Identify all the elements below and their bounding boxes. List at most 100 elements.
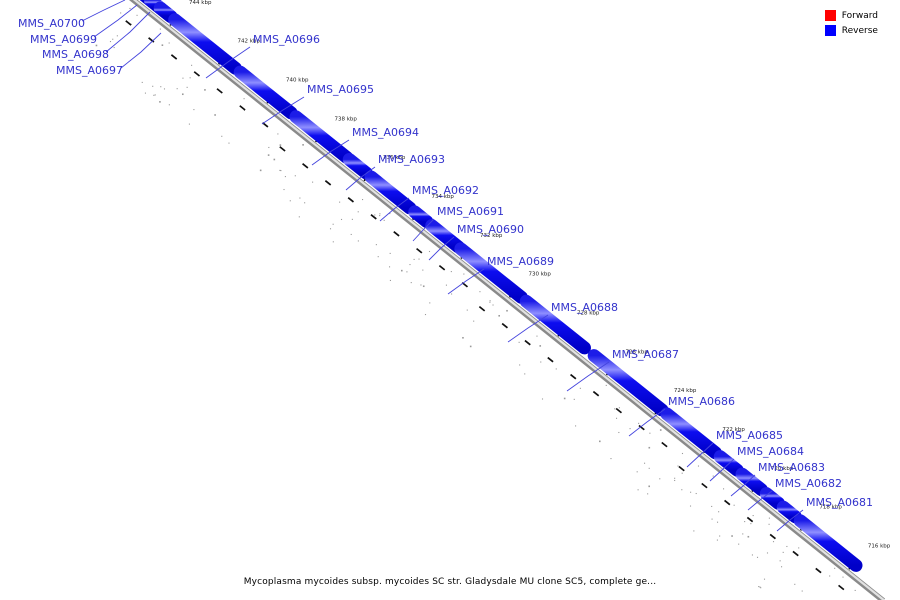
gene-label[interactable]: MMS_A0682 — [775, 477, 842, 490]
minor-feature-tick — [838, 584, 845, 591]
axis-tick-labels: 744 kbp 742 kbp 740 kbp 738 kbp 736 kbp 734 k… — [189, 0, 891, 550]
minor-feature-dot — [693, 530, 695, 532]
minor-feature-dot — [712, 475, 714, 477]
minor-feature-dot — [120, 12, 122, 14]
gene-bar[interactable] — [776, 500, 802, 524]
minor-feature-tick — [678, 465, 685, 472]
minor-feature-dot — [351, 218, 353, 220]
gene-bar[interactable] — [342, 152, 373, 180]
minor-feature-tick — [615, 407, 623, 414]
gene-label[interactable]: MMS_A0689 — [487, 255, 554, 268]
gene-label[interactable]: MMS_A0687 — [612, 348, 679, 361]
minor-feature-dot — [677, 465, 679, 467]
minor-feature-dot — [163, 88, 166, 90]
minor-feature-dot — [279, 144, 282, 146]
minor-feature-dot — [752, 514, 754, 517]
gene-label[interactable]: MMS_A0696 — [253, 33, 320, 46]
minor-feature-dot — [647, 493, 649, 495]
legend-label-reverse: Reverse — [841, 25, 878, 36]
minor-feature-dot — [648, 485, 651, 488]
legend-swatch-forward — [824, 10, 836, 21]
gene-label[interactable]: MMS_A0684 — [737, 445, 804, 458]
gene-label[interactable]: MMS_A0683 — [758, 461, 825, 474]
gene-label[interactable]: MMS_A0688 — [551, 301, 618, 314]
label-leader-line — [81, 0, 126, 22]
gene-label[interactable]: MMS_A0695 — [307, 83, 374, 96]
minor-feature-dot — [160, 86, 162, 88]
gene-bar[interactable] — [587, 349, 669, 417]
minor-feature-dot — [801, 590, 803, 592]
minor-feature-dot — [573, 398, 575, 400]
minor-feature-dot — [284, 176, 286, 178]
minor-feature-dot — [466, 309, 468, 311]
minor-feature-dot — [716, 539, 718, 541]
gene-bar[interactable] — [233, 65, 298, 120]
minor-feature-dot — [794, 583, 796, 585]
gene-bar[interactable] — [454, 242, 528, 304]
minor-feature-dot — [742, 533, 744, 535]
gene-label[interactable]: MMS_A0693 — [378, 153, 445, 166]
minor-feature-dot — [563, 397, 566, 400]
minor-feature-dot — [610, 458, 612, 460]
minor-feature-tick — [239, 105, 246, 111]
minor-feature-dot — [674, 477, 676, 479]
gene-label[interactable]: MMS_A0681 — [806, 496, 873, 509]
gene-label[interactable]: MMS_A0694 — [352, 126, 419, 139]
minor-feature-tick — [302, 163, 309, 169]
gene-bar[interactable] — [153, 1, 177, 23]
gene-label[interactable]: MMS_A0691 — [437, 205, 504, 218]
minor-feature-dot — [159, 101, 161, 103]
minor-feature-dot — [768, 523, 770, 525]
gene-label[interactable]: MMS_A0692 — [412, 184, 479, 197]
gene-label[interactable]: MMS_A0699 — [30, 33, 97, 46]
axis-tick-label: 718 kbp — [819, 505, 842, 511]
minor-feature-dot — [418, 258, 420, 260]
minor-feature-dot — [681, 472, 683, 474]
gene-bar[interactable] — [408, 205, 434, 229]
minor-feature-dot — [649, 432, 651, 434]
gene-label[interactable]: MMS_A0685 — [716, 429, 783, 442]
minor-feature-dot — [154, 94, 156, 96]
minor-feature-dot — [279, 169, 281, 171]
minor-feature-dot — [541, 398, 544, 400]
minor-feature-dot — [379, 215, 381, 217]
gene-bar[interactable] — [735, 467, 768, 497]
minor-feature-tick — [792, 550, 799, 557]
minor-feature-dot — [489, 301, 491, 303]
label-leader-line — [507, 314, 549, 343]
gene-bar[interactable] — [793, 514, 863, 572]
minor-feature-dot — [618, 431, 620, 434]
gene-label[interactable]: MMS_A0686 — [668, 395, 735, 408]
gene-label[interactable]: MMS_A0700 — [18, 17, 85, 30]
minor-feature-dot — [763, 578, 766, 580]
label-leader-line — [379, 197, 410, 222]
gene-bar[interactable] — [519, 294, 591, 355]
minor-feature-dot — [579, 387, 581, 389]
minor-feature-dot — [136, 14, 138, 16]
gene-label[interactable]: MMS_A0697 — [56, 64, 123, 77]
label-leader-line — [311, 139, 350, 166]
label-leader-line — [93, 4, 138, 38]
gene-label[interactable]: MMS_A0698 — [42, 48, 109, 61]
minor-feature-dot — [842, 576, 844, 578]
minor-feature-dot — [362, 199, 364, 201]
gene-bar[interactable] — [759, 487, 785, 510]
minor-feature-dot — [798, 547, 800, 549]
gene-bar[interactable] — [289, 110, 354, 165]
minor-feature-tick — [193, 71, 201, 77]
gene-bar[interactable] — [364, 170, 417, 215]
gene-bar[interactable] — [660, 407, 722, 460]
minor-feature-dot — [539, 345, 542, 347]
gene-label[interactable]: MMS_A0690 — [457, 223, 524, 236]
gene-bar[interactable] — [168, 13, 242, 75]
minor-feature-dot — [540, 361, 542, 363]
minor-feature-dot — [182, 77, 184, 79]
label-leader-line — [205, 46, 251, 79]
minor-feature-dot — [204, 89, 206, 91]
minor-feature-dot — [332, 241, 334, 243]
gene-bar[interactable] — [425, 219, 465, 254]
minor-feature-dot — [129, 7, 131, 10]
label-leader-line — [686, 442, 714, 468]
minor-feature-dot — [744, 521, 746, 523]
